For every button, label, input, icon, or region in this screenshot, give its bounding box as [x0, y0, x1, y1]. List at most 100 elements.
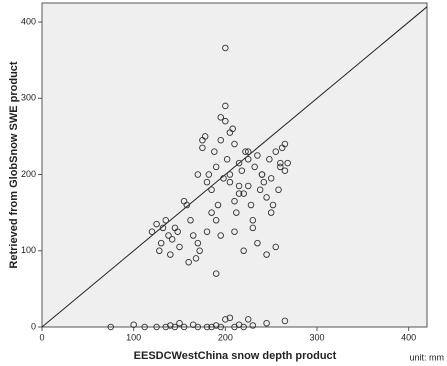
point: [171, 323, 179, 331]
x-tick-label: 0: [39, 332, 44, 342]
y-tick-label: 400: [21, 16, 36, 26]
point: [231, 197, 238, 205]
point: [244, 148, 252, 155]
point: [180, 323, 188, 331]
point: [223, 156, 231, 163]
point: [192, 255, 200, 262]
point: [217, 136, 224, 144]
point: [226, 178, 234, 186]
point: [208, 209, 215, 216]
point: [205, 171, 213, 178]
point: [256, 186, 264, 194]
point: [275, 186, 282, 194]
point: [176, 319, 183, 327]
y-tick-label: 200: [21, 169, 36, 179]
point: [242, 148, 249, 155]
point: [183, 201, 191, 209]
point: [212, 322, 220, 329]
point: [203, 228, 211, 235]
point: [222, 316, 229, 323]
point: [247, 201, 255, 209]
y-tick-label: 300: [21, 93, 36, 103]
point: [249, 322, 257, 329]
point: [141, 323, 148, 331]
point: [194, 323, 202, 331]
point: [235, 182, 243, 190]
point: [222, 44, 229, 52]
point: [244, 182, 252, 190]
point: [254, 239, 261, 247]
point: [212, 270, 220, 277]
point: [167, 322, 174, 329]
point: [238, 167, 246, 174]
point: [263, 251, 270, 258]
point: [130, 321, 137, 328]
point: [168, 236, 176, 243]
point: [208, 323, 215, 331]
point: [153, 220, 160, 228]
y-tick-label: 0: [31, 321, 36, 331]
point: [258, 171, 266, 178]
point: [185, 258, 192, 266]
point: [162, 217, 169, 224]
point: [187, 217, 194, 224]
point: [231, 140, 238, 148]
unit-note: unit: mm: [409, 352, 444, 362]
point: [277, 159, 284, 167]
point: [208, 186, 215, 194]
point: [244, 316, 252, 323]
point: [240, 247, 247, 255]
point: [203, 178, 211, 186]
point: [217, 232, 224, 239]
point: [199, 136, 206, 144]
point: [254, 152, 261, 159]
point: [107, 323, 114, 331]
point: [222, 117, 229, 125]
point: [220, 175, 227, 182]
y-axis-title: Retrieved from GlobSnow SWE product: [8, 61, 20, 269]
point: [226, 171, 234, 178]
point: [165, 232, 172, 239]
point: [196, 247, 203, 255]
point: [249, 224, 257, 232]
point: [217, 114, 224, 121]
x-tick-label: 300: [309, 332, 324, 342]
point: [281, 140, 289, 148]
point: [212, 217, 220, 224]
point: [156, 247, 163, 255]
point: [240, 190, 247, 197]
point: [199, 144, 206, 152]
point: [281, 167, 289, 174]
point: [249, 217, 257, 224]
point: [251, 163, 258, 171]
point: [212, 163, 220, 171]
point: [269, 201, 277, 209]
point: [222, 102, 229, 110]
point: [167, 251, 174, 258]
x-tick-label: 100: [126, 332, 141, 342]
point: [148, 228, 156, 235]
point: [266, 156, 273, 163]
point: [267, 175, 275, 182]
point: [211, 148, 218, 155]
point: [162, 323, 169, 331]
point: [194, 239, 202, 247]
point: [235, 159, 243, 167]
point: [260, 178, 268, 186]
point: [272, 243, 280, 251]
point: [284, 159, 291, 167]
point: [281, 317, 289, 325]
point: [267, 209, 275, 216]
point: [176, 243, 183, 251]
point: [277, 163, 284, 171]
point: [174, 228, 181, 235]
point: [263, 194, 270, 201]
point: [194, 171, 202, 178]
point: [240, 323, 247, 331]
point: [231, 228, 238, 235]
y-tick-label: 100: [21, 245, 36, 255]
x-axis-title: EESDCWestChina snow depth product: [134, 350, 337, 362]
point: [263, 319, 270, 327]
point: [272, 148, 280, 155]
